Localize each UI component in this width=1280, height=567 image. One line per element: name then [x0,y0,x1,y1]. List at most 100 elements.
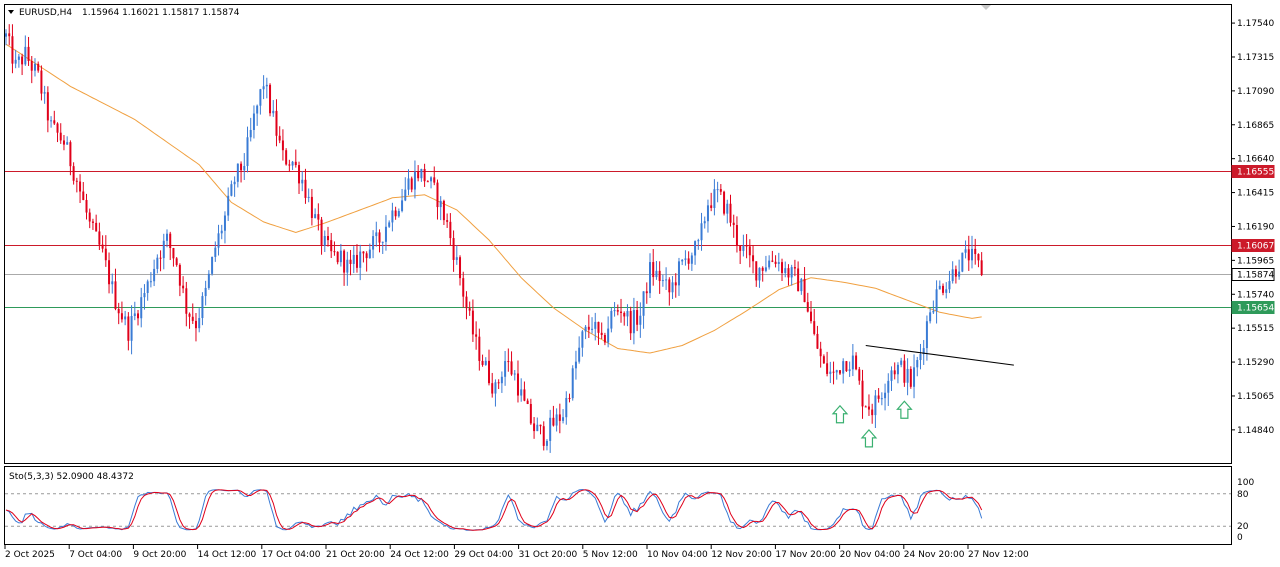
candle-body [108,260,111,285]
candle-body [172,248,175,259]
candle-body [510,361,513,375]
price-tick-label: 1.15965 [1237,256,1274,266]
candle-body [114,281,117,310]
candle-body [677,261,680,286]
candle-body [40,70,43,94]
time-tick-label: 20 Nov 04:00 [840,550,901,560]
candle-body [127,316,130,341]
candle-body [46,92,49,121]
candle-body [803,278,806,303]
price-tick-label: 1.16190 [1237,222,1274,232]
candle-body [5,33,7,37]
candle-body [43,92,46,94]
price-tick-label: 1.14840 [1237,426,1274,436]
candle-body [185,288,188,314]
candle-body [555,414,558,426]
candle-body [974,248,977,255]
candle-body [909,368,912,387]
candle-body [742,245,745,251]
candle-body [890,370,893,381]
candle-body [884,392,887,399]
candle-body [159,257,162,259]
time-tick-label: 9 Oct 20:00 [133,550,186,560]
candle-body [838,370,841,374]
up-arrow-icon [896,400,913,419]
up-arrow-icon [860,428,878,448]
candle-body [333,251,336,253]
candle-body [439,200,442,208]
candle-body [800,278,803,292]
level-price-box-resistance [1231,239,1275,252]
candle-body [323,236,326,246]
candle-body [961,252,964,272]
candle-body [842,361,845,374]
candle-body [951,269,954,282]
candle-body [520,389,523,396]
candle-body [690,255,693,264]
candle-body [256,105,259,114]
symbol-menu-icon[interactable] [8,10,14,14]
candle-body [394,210,397,217]
candle-body [639,315,642,325]
candle-body [417,171,420,179]
candle-body [768,260,771,268]
candle-body [971,248,973,261]
price-tick-label: 1.15290 [1237,358,1274,368]
candle-body [262,86,265,90]
candle-body [545,440,548,446]
candle-body [874,395,877,416]
candle-body [748,246,751,256]
candle-body [549,417,552,441]
sto-scale-label: 20 [1237,522,1249,532]
candle-body [642,291,645,316]
candle-body [471,310,474,335]
candle-body [320,219,323,246]
candle-body [491,383,494,394]
trendline [865,344,1014,366]
candle-body [14,59,17,64]
candle-body [442,200,445,221]
trendline-group[interactable] [865,344,1014,366]
candle-body [359,251,362,268]
candle-body [787,268,790,278]
candle-body [446,220,449,222]
candle-body [507,361,510,363]
candle-body [607,328,610,343]
candle-body [291,161,294,166]
candle-body [616,310,619,312]
scroll-marker-icon[interactable] [981,5,991,10]
candle-body [304,179,307,198]
candle-body [932,311,935,313]
candle-body [98,231,101,245]
candle-body [626,310,629,317]
candle-body [929,312,932,322]
candle-body [771,260,774,262]
candle-body [980,260,983,275]
candle-body [632,310,635,334]
candle-body [301,179,304,184]
candle-body [703,221,706,224]
candle-body [697,240,700,242]
candle-body [220,230,223,234]
candle-body [665,279,668,281]
candle-body [56,123,59,133]
candle-body [104,248,107,261]
candle-body [430,177,433,182]
candle-body [281,140,284,151]
candle-body [153,268,156,282]
candle-body [30,60,33,71]
candle-body [861,380,864,407]
candle-body [832,371,835,373]
candle-body [191,316,194,321]
candle-body [562,417,565,421]
candle-body [162,240,165,259]
candle-body [810,311,812,322]
candle-body [977,254,980,261]
candle-body [204,287,207,297]
candle-body [233,181,236,185]
candle-body [735,225,738,246]
candle-body [459,257,462,279]
candle-body [59,132,62,141]
candle-body [948,281,951,290]
